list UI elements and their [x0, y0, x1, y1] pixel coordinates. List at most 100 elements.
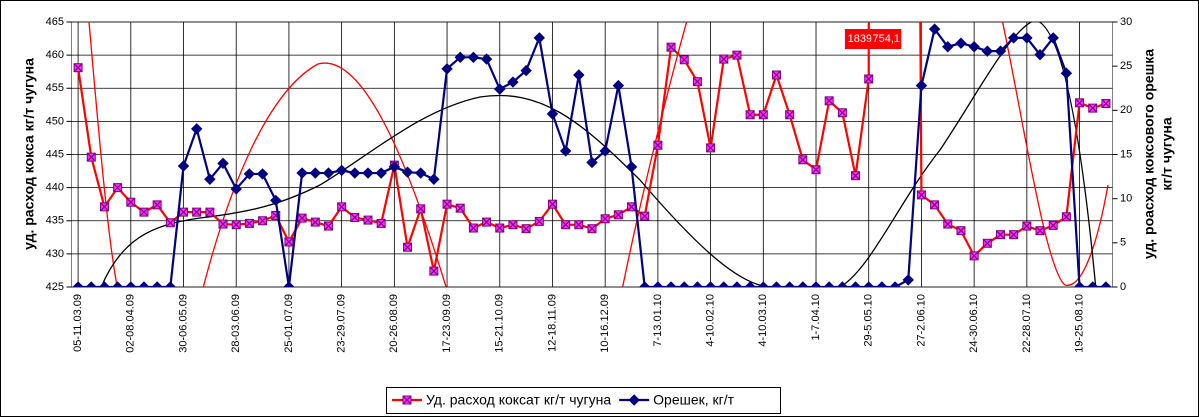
marker-x: [324, 221, 333, 231]
data-point: [480, 53, 493, 65]
data-point: [968, 41, 980, 53]
x-tick-label: 4-10.03.10: [757, 294, 769, 347]
x-tick-label: 27-2.06.10: [915, 294, 927, 347]
marker-x: [719, 54, 729, 64]
data-point: [256, 168, 269, 180]
y2-tick-label: 25: [1120, 60, 1132, 72]
marker-x: [442, 199, 452, 209]
marker-x: [613, 210, 623, 220]
data-point: [138, 281, 150, 287]
value-label-box: [871, 29, 902, 49]
data-point: [72, 281, 84, 287]
data-point: [335, 164, 348, 177]
x-tick-label: 1-7.04.10: [810, 294, 822, 340]
data-point: [969, 251, 979, 261]
y-tick-label: 450: [46, 115, 64, 127]
marker-x: [100, 202, 109, 212]
data-point: [441, 63, 453, 75]
data-point: [230, 183, 242, 195]
data-point: [665, 281, 677, 287]
data-point: [284, 237, 294, 247]
value-label: 754,1: [872, 33, 900, 45]
data-point: [718, 281, 730, 287]
x-tick-label: 7-13.01.10: [652, 294, 664, 347]
data-point: [151, 281, 163, 287]
data-point: [165, 218, 175, 228]
x-tick-label: 19-25.08.10: [1073, 294, 1085, 353]
marker-x: [982, 238, 992, 248]
marker-x: [482, 217, 492, 227]
data-point: [205, 207, 215, 217]
data-point: [192, 207, 202, 217]
marker-x: [824, 96, 834, 106]
data-point: [625, 161, 638, 173]
x-tick-label: 02-08.04.09: [125, 294, 137, 353]
data-point: [376, 218, 386, 228]
data-point: [599, 145, 611, 157]
y-tick-label: 425: [46, 281, 64, 293]
data-point: [258, 216, 268, 226]
data-point: [1035, 226, 1045, 236]
marker-x: [179, 207, 188, 217]
y2-tick-label: 30: [1120, 16, 1132, 28]
data-point: [995, 230, 1005, 240]
marker-x: [653, 140, 663, 150]
y2-tick-label: 5: [1120, 237, 1126, 249]
data-point: [942, 41, 954, 53]
trendline: [100, 22, 1097, 287]
data-point: [810, 281, 822, 287]
x-tick-label: 25-01.07.09: [283, 294, 295, 353]
y2-tick-label: 15: [1120, 148, 1132, 160]
data-point: [322, 167, 335, 179]
data-point: [586, 156, 598, 169]
data-point: [113, 183, 123, 193]
x-tick-label: 05-11.03.09: [72, 294, 84, 352]
data-point: [916, 190, 926, 200]
data-point: [388, 161, 401, 173]
data-point: [1047, 32, 1059, 44]
data-point: [849, 281, 862, 287]
data-point: [414, 167, 427, 179]
marker-x: [1048, 220, 1058, 230]
data-point: [1100, 281, 1112, 287]
data-point: [521, 224, 531, 234]
data-point: [243, 168, 256, 180]
legend-label: Уд. расход коксат кг/т чугуна: [426, 392, 611, 408]
x-tick-label: 12-18.11.09: [546, 294, 558, 352]
marker-x: [548, 199, 557, 209]
data-point: [177, 160, 190, 172]
marker-x: [495, 223, 505, 233]
data-point: [627, 202, 637, 212]
data-point: [1022, 221, 1032, 231]
data-point: [467, 51, 480, 64]
data-point: [823, 281, 835, 287]
data-point: [706, 143, 716, 153]
data-point: [889, 281, 901, 287]
data-point: [837, 108, 847, 118]
data-point: [943, 219, 953, 229]
data-point: [1009, 230, 1019, 240]
data-point: [455, 203, 465, 213]
data-point: [534, 216, 544, 226]
marker-x: [1075, 98, 1084, 108]
y-axis-title: уд. расход кокса кг/т чугуна: [21, 58, 37, 250]
data-point: [1060, 67, 1073, 79]
data-point: [218, 219, 228, 229]
marker-x: [627, 202, 636, 212]
marker-x: [534, 216, 544, 226]
data-point: [573, 69, 585, 81]
marker-x: [113, 183, 123, 193]
value-label-box: [844, 29, 875, 49]
legend: [386, 387, 781, 414]
data-point: [704, 281, 717, 287]
data-point: [836, 281, 849, 287]
marker-x: [600, 214, 610, 224]
data-point: [401, 166, 414, 178]
data-point: [731, 281, 743, 287]
data-point: [640, 211, 650, 221]
data-point: [783, 281, 796, 287]
x-tick-label: 15-21.10.09: [494, 294, 506, 353]
marker-x: [152, 200, 162, 210]
marker-x: [416, 204, 426, 214]
